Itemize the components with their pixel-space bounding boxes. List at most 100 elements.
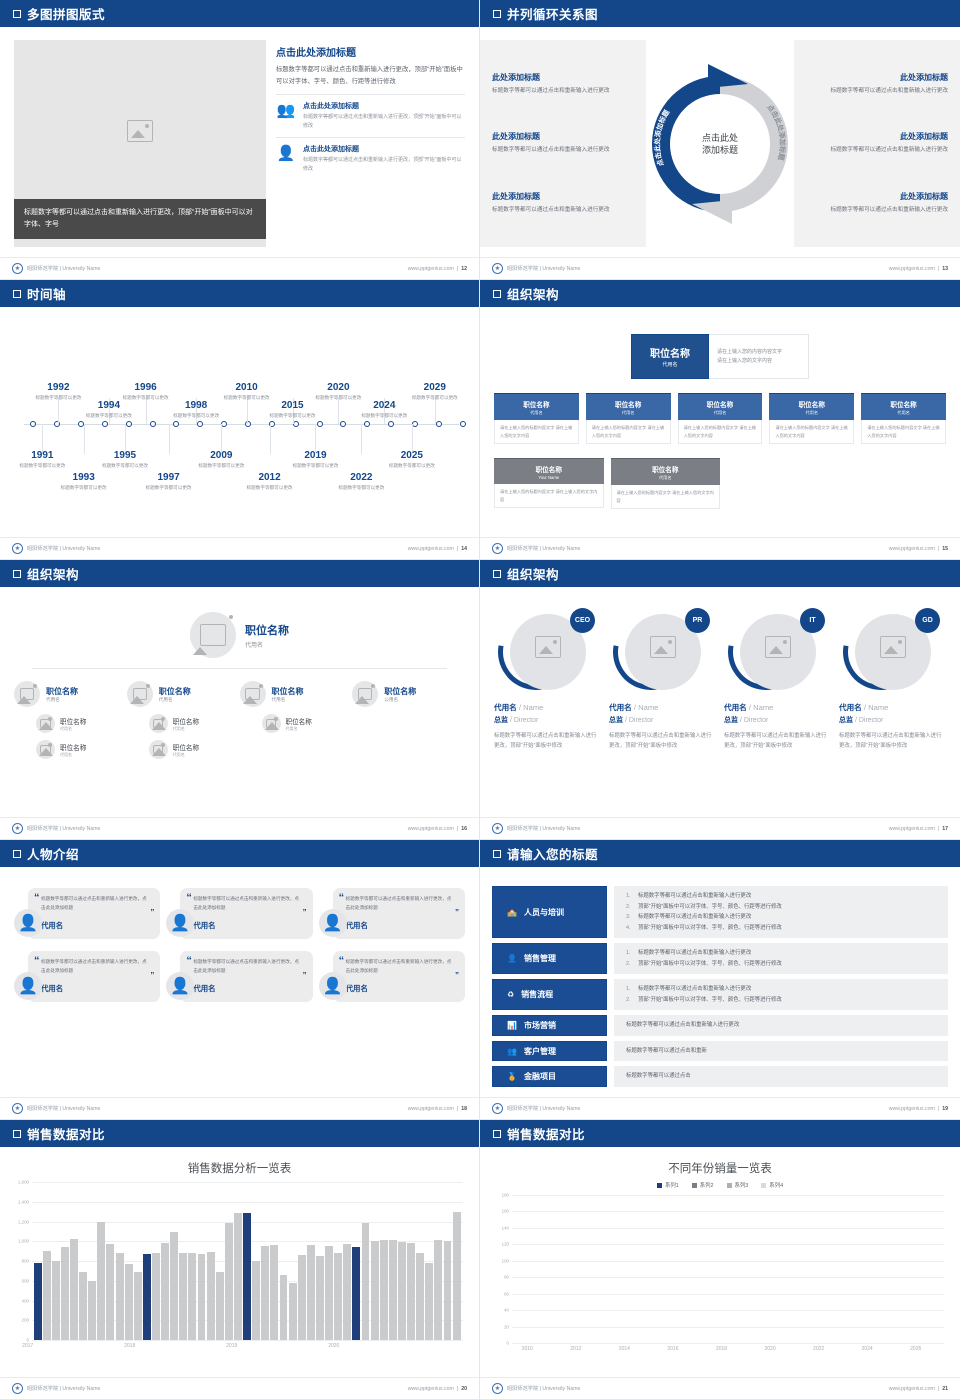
timeline-year: 2012 (258, 471, 281, 483)
timeline-dot[interactable] (268, 420, 275, 427)
page-number: 16 (461, 825, 467, 832)
legend-entry[interactable]: 系列2 (691, 1181, 714, 1189)
org-subnode[interactable]: 职位名称 代用名 (36, 714, 127, 733)
legend-entry[interactable]: 系列4 (761, 1181, 783, 1189)
timeline-dot[interactable] (435, 420, 442, 427)
org-cell[interactable]: 职位名称 代用名 请在上输入您的标题内容文字 请在上输入您的文字内容 (585, 393, 671, 445)
org-node[interactable]: 职位名称 代用名 (126, 681, 240, 707)
timeline-dot[interactable] (340, 420, 347, 427)
list-item: 3. 标题数字等都可以通过点击和重新输入进行更改 (626, 912, 940, 923)
footer-separator: | (937, 1105, 940, 1112)
image-placeholder-block[interactable]: 标题数字等都可以通过点击和重新输入进行更改，顶部“开始”面板中可以对字体、字号 (14, 40, 266, 247)
org-cell[interactable]: 职位名称 代用名 请在上输入您的标题内容文字 请在上输入您的文字内容 (610, 458, 720, 510)
team-member-card[interactable]: CEO 代用名 / Name 总监 / Director 标题数字等都可以通过点击和重… (483, 599, 601, 751)
org-subnode-sub: 代用名 (60, 751, 72, 757)
footer-separator: | (456, 265, 459, 272)
timeline-dot[interactable] (388, 420, 395, 427)
image-placeholder-icon (265, 718, 277, 729)
bar (452, 1212, 461, 1340)
org-node-name: 职位名称 (158, 686, 191, 696)
timeline-dot[interactable] (30, 420, 37, 427)
legend-label: 系列3 (734, 1183, 749, 1189)
testimonial[interactable]: “标题数字等都可以通过点击和重新输入进行更改，点击此处添加标题” 代用名 👤 (14, 888, 161, 939)
timeline-stem (83, 423, 85, 454)
org-subnode-name: 职位名称 (285, 718, 312, 726)
cycle-item-desc: 标题数字等都可以通过点击和重新输入进行更改 (492, 87, 610, 94)
timeline-dot[interactable] (77, 420, 84, 427)
timeline-dot[interactable] (412, 420, 419, 427)
slide-title: 多图拼图版式 (27, 8, 106, 22)
testimonial[interactable]: “标题数字等都可以通过点击和重新输入进行更改，点击此处添加标题” 代用名 👤 (14, 950, 161, 1002)
y-tick-label: 1,600 (18, 1179, 29, 1185)
slide-body: 职位名称 代用名 职位名称 代用名 职位名称 代用名 职位名称 代用名 职位名称 代用名 职位名称代… (0, 590, 479, 817)
finance-icon: 🏅 (507, 1072, 517, 1082)
timeline-year: 2009 (210, 449, 233, 461)
timeline-label: 2029 标题数字等都可以更改 (404, 382, 466, 401)
list-row-key[interactable]: 🏅 金融项目 (492, 1066, 607, 1087)
legend-swatch (691, 1182, 697, 1188)
timeline-dot[interactable] (316, 420, 323, 427)
org-head-box[interactable]: 职位名称 代用名 (631, 334, 709, 379)
org-root[interactable]: 职位名称 代用名 (14, 612, 465, 658)
timeline-desc: 标题数字等都可以更改 (361, 413, 408, 419)
org-cell-header: 职位名称 代用名 (585, 393, 671, 420)
timeline-dot[interactable] (364, 420, 371, 427)
legend-entry[interactable]: 系列3 (726, 1181, 749, 1189)
org-subnode[interactable]: 职位名称 代用名 (148, 714, 240, 733)
testimonial[interactable]: “标题数字等都可以通过点击和重新输入进行更改，点击此处添加标题” 代用名 👤 (166, 888, 313, 939)
org-node[interactable]: 职位名称 代用名 (239, 681, 353, 707)
slide-header: 组织架构 (0, 560, 479, 590)
timeline-year: 1995 (113, 449, 137, 461)
testimonial-name: 代用名 (41, 920, 64, 930)
checkbox-square-icon (13, 1129, 21, 1138)
bar (188, 1253, 197, 1340)
cycle-item-desc: 标题数字等都可以通过点击和重新输入进行更改 (830, 147, 948, 154)
org-cell[interactable]: 职位名称 代用名 请在上输入您的标题内容文字 请在上输入您的文字内容 (861, 393, 946, 445)
list-row-key[interactable]: 🏫 人员与培训 (492, 886, 607, 939)
org-node[interactable]: 职位名称 公用名 (352, 681, 465, 707)
list-row-key[interactable]: 👤 销售管理 (492, 943, 607, 975)
org-cell[interactable]: 职位名称 代用名 请在上输入您的标题内容文字 请在上输入您的文字内容 (769, 393, 855, 445)
org-cell[interactable]: 职位名称 Your Name 请在上输入您的标题内容文字 请在上输入您的文字内容 (494, 458, 604, 509)
org-node[interactable]: 职位名称 代用名 (14, 681, 127, 707)
list-row-key[interactable]: 📊 市场营销 (492, 1015, 607, 1036)
timeline-desc: 标题数字等都可以更改 (173, 413, 220, 419)
timeline-dot[interactable] (292, 420, 299, 427)
testimonial[interactable]: “标题数字等都可以通过点击和重新输入进行更改，点击此处添加标题” 代用名 👤 (166, 950, 313, 1002)
testimonial-name: 代用名 (193, 983, 216, 993)
org-subnode[interactable]: 职位名称 代用名 (36, 740, 127, 759)
org-head-note-line2: 请在上输入您的文字内容 (717, 357, 773, 364)
member-desc: 标题数字等都可以通过点击和重新输入进行更改，顶部“开始”面板中修改 (494, 733, 597, 749)
timeline-dot[interactable] (459, 420, 466, 427)
list-item-text: 标题数字等都可以通过点击 (626, 1073, 691, 1080)
list-row-value: 1. 标题数字等都可以通过点击和重新输入进行更改 2. 顶部“开始”面板中可以对字体、… (614, 979, 948, 1011)
list-row-key[interactable]: 👥 客户管理 (492, 1040, 607, 1062)
timeline-dot[interactable] (149, 420, 156, 427)
team-member-card[interactable]: GD 代用名 / Name 总监 / Director 标题数字等都可以通过点击和重新… (828, 599, 946, 751)
testimonial-card: “标题数字等都可以通过点击和重新输入进行更改，点击此处添加标题” 代用名 (28, 950, 161, 1002)
org-cell-header: 职位名称 代用名 (769, 393, 855, 420)
org-cell[interactable]: 职位名称 代用名 请在上输入您的标题内容文字 请在上输入您的文字内容 (677, 393, 763, 445)
org-subnode[interactable]: 职位名称 代用名 (261, 714, 353, 733)
customers-icon: 👥 (507, 1046, 517, 1056)
testimonial[interactable]: “标题数字等都可以通过点击和重新输入进行更改，点击此处添加标题” 代用名 👤 (318, 950, 465, 1002)
org-cell[interactable]: 职位名称 代用名 请在上输入您的标题内容文字 请在上输入您的文字内容 (494, 393, 579, 445)
testimonial[interactable]: “标题数字等都可以通过点击和重新输入进行更改，点击此处添加标题” 代用名 👤 (318, 888, 465, 939)
list-row-key[interactable]: ♻ 销售流程 (492, 979, 607, 1011)
org-subnode[interactable]: 职位名称 代用名 (148, 740, 240, 759)
timeline-dot[interactable] (197, 420, 204, 427)
bar (416, 1253, 425, 1340)
legend-entry[interactable]: 系列1 (656, 1181, 679, 1189)
timeline-year: 1992 (47, 382, 70, 394)
member-name-en: / Name (631, 703, 659, 712)
x-tick-label: 2012 (570, 1346, 582, 1352)
timeline-dot[interactable] (125, 420, 132, 427)
timeline-dot[interactable] (173, 420, 180, 427)
timeline-dot[interactable] (244, 420, 251, 427)
timeline-dot[interactable] (54, 420, 61, 427)
timeline-dot[interactable] (101, 420, 108, 427)
team-member-card[interactable]: PR 代用名 / Name 总监 / Director 标题数字等都可以通过点击和重新… (598, 599, 716, 751)
slide-title: 时间轴 (27, 288, 67, 302)
team-member-card[interactable]: IT 代用名 / Name 总监 / Director 标题数字等都可以通过点击和重新… (713, 599, 831, 751)
timeline-year: 2024 (373, 400, 396, 412)
